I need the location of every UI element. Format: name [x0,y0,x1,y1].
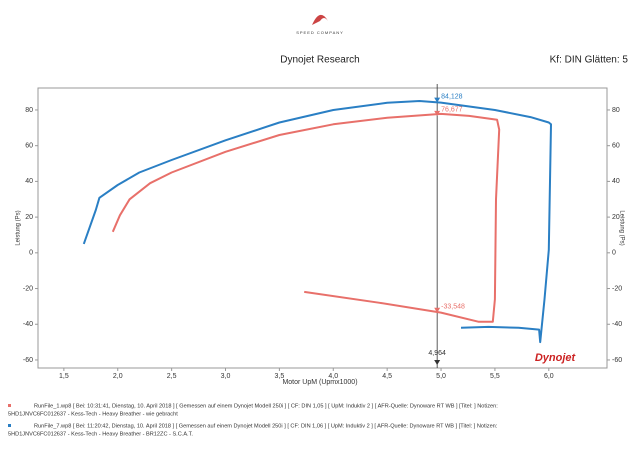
y2-tick-label: 0 [612,250,616,257]
y2-tick-label: -60 [612,357,622,364]
series-line [82,100,552,344]
x-tick-label: 6,0 [544,373,554,380]
chart-title: Dynojet Research [280,55,359,66]
x-tick-label: 5,5 [490,373,500,380]
legend-notes: 5HD1JNVC6FC012637 - Kess-Tech - Heavy Br… [8,431,193,437]
y2-axis-label: Leistung (Ps) [618,210,624,245]
cursor-marker [434,360,441,365]
chart-subtitle: Kf: DIN Glätten: 5 [550,55,629,66]
x-tick-label: 2,0 [113,373,123,380]
annotation-label: -33,548 [441,304,465,311]
x-tick-label: 3,5 [275,373,285,380]
legend-entry: RunFile_1.wp8 [ Bei: 10:31:41, Dienstag,… [34,403,498,409]
x-tick-label: 5,0 [436,373,446,380]
y-tick-label: -60 [23,357,33,364]
y-tick-label: -20 [23,285,33,292]
logo: Dynojet [535,352,577,364]
legend-swatch [8,404,11,407]
x-tick-label: 4,0 [328,373,338,380]
y-tick-label: 20 [25,214,33,221]
y2-tick-label: 20 [612,214,620,221]
brand-logo [312,14,328,25]
annotation-marker [434,307,441,313]
y-tick-label: 80 [25,107,33,114]
legend-notes: 5HD1JNVC6FC012637 - Kess-Tech - Heavy Br… [8,411,178,417]
annotation-marker [434,97,441,103]
plot-frame [37,87,608,369]
cursor-label: 4,964 [428,350,446,357]
x-tick-label: 3,0 [221,373,231,380]
y-tick-label: 60 [25,143,33,150]
legend-swatch [8,424,11,427]
y-tick-label: 40 [25,178,33,185]
series-line [111,112,501,323]
x-axis-label: Motor UpM (Upmx1000) [282,379,357,386]
legend-entry: RunFile_7.wp8 [ Bei: 11:20:42, Dienstag,… [34,423,498,429]
x-tick-label: 4,5 [382,373,392,380]
y2-tick-label: -40 [612,321,622,328]
annotation-label: 76,677 [441,107,463,114]
annotation-marker [434,110,441,116]
brand: SPEED COMPANY [296,30,344,35]
x-tick-label: 1,5 [59,373,69,380]
y2-tick-label: 60 [612,143,620,150]
y-tick-label: 0 [29,250,33,257]
y-tick-label: -40 [23,321,33,328]
annotation-label: 84,128 [441,93,463,100]
y2-tick-label: 80 [612,107,620,114]
y2-tick-label: 40 [612,178,620,185]
y-axis-label: Leistung (Ps) [16,210,22,245]
x-tick-label: 2,5 [167,373,177,380]
y2-tick-label: -20 [612,285,622,292]
